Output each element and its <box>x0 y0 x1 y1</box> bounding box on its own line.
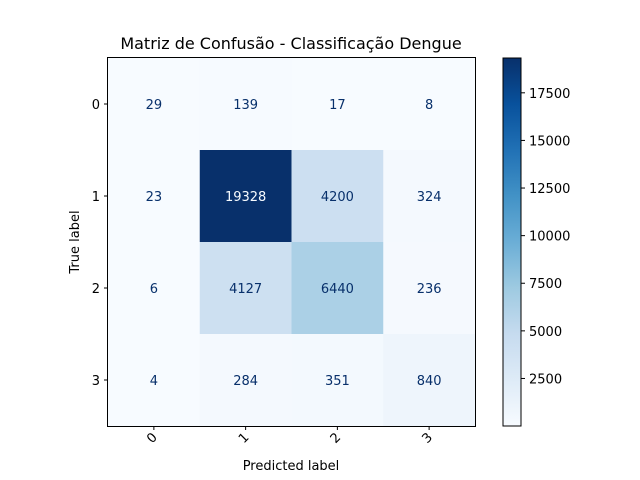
heatmap-cell <box>291 150 384 243</box>
colorbar-frame <box>502 57 522 427</box>
heatmap-cells: 29 139 17 8 23 19328 4200 324 6 4127 6440 236 4 284 35… <box>108 58 476 427</box>
cell-value-label: 6440 <box>321 282 354 297</box>
heatmap-cell <box>199 58 292 151</box>
x-tick-label: 0 <box>144 430 160 446</box>
colorbar-ticks: 2500 5000 7500 10000 12500 15000 17500 <box>521 87 570 387</box>
heatmap-cell <box>199 242 292 335</box>
y-tick-label: 1 <box>92 190 100 205</box>
heatmap-cell <box>108 58 201 151</box>
heatmap-cell <box>291 242 384 335</box>
y-tick-label: 2 <box>92 282 100 297</box>
y-axis-label: True label <box>68 210 83 274</box>
cell-value-label: 840 <box>417 374 442 389</box>
cell-value-label: 4127 <box>229 282 262 297</box>
y-tick-label: 3 <box>92 374 100 389</box>
y-tick-label: 0 <box>92 98 100 113</box>
colorbar-tick-label: 12500 <box>529 182 570 197</box>
cell-value-label: 29 <box>146 98 163 113</box>
heatmap-cell <box>383 150 476 243</box>
heatmap-cell <box>383 242 476 335</box>
colorbar-tick-label: 5000 <box>529 325 562 340</box>
colorbar-tick-label: 10000 <box>529 230 570 245</box>
colorbar-gradient <box>503 58 521 426</box>
cell-value-label: 236 <box>417 282 442 297</box>
colorbar-tick-label: 2500 <box>529 372 562 387</box>
plot-frame <box>107 57 476 427</box>
heatmap-cell <box>291 58 384 151</box>
x-axis-label: Predicted label <box>243 459 340 474</box>
chart-title: Matriz de Confusão - Classificação Dengu… <box>120 34 461 53</box>
heatmap-cell <box>383 58 476 151</box>
x-tick-label: 2 <box>328 430 344 446</box>
heatmap-cell <box>291 334 384 427</box>
cell-value-label: 4 <box>150 374 158 389</box>
colorbar-tick-label: 17500 <box>529 87 570 102</box>
x-axis-ticks: 0 1 2 3 <box>144 426 436 447</box>
colorbar: 2500 5000 7500 10000 12500 15000 17500 <box>502 57 570 427</box>
cell-value-label: 139 <box>233 98 258 113</box>
cell-value-label: 284 <box>233 374 258 389</box>
cell-value-label: 23 <box>146 190 163 205</box>
heatmap-cell <box>108 334 201 427</box>
cell-value-label: 6 <box>150 282 158 297</box>
x-tick-label: 1 <box>236 430 252 446</box>
cell-value-label: 17 <box>329 98 346 113</box>
cell-value-label: 4200 <box>321 190 354 205</box>
colorbar-tick-label: 15000 <box>529 134 570 149</box>
heatmap-cell <box>199 150 292 243</box>
heatmap-cell <box>199 334 292 427</box>
cell-value-label: 19328 <box>225 190 266 205</box>
heatmap-cell <box>383 334 476 427</box>
y-axis-ticks: 0 1 2 3 <box>92 98 108 389</box>
colorbar-tick-label: 7500 <box>529 277 562 292</box>
cell-value-label: 324 <box>417 190 442 205</box>
heatmap-cell <box>108 242 201 335</box>
cell-value-label: 351 <box>325 374 350 389</box>
cell-value-label: 8 <box>425 98 433 113</box>
x-tick-label: 3 <box>419 430 435 446</box>
heatmap-cell <box>108 150 201 243</box>
